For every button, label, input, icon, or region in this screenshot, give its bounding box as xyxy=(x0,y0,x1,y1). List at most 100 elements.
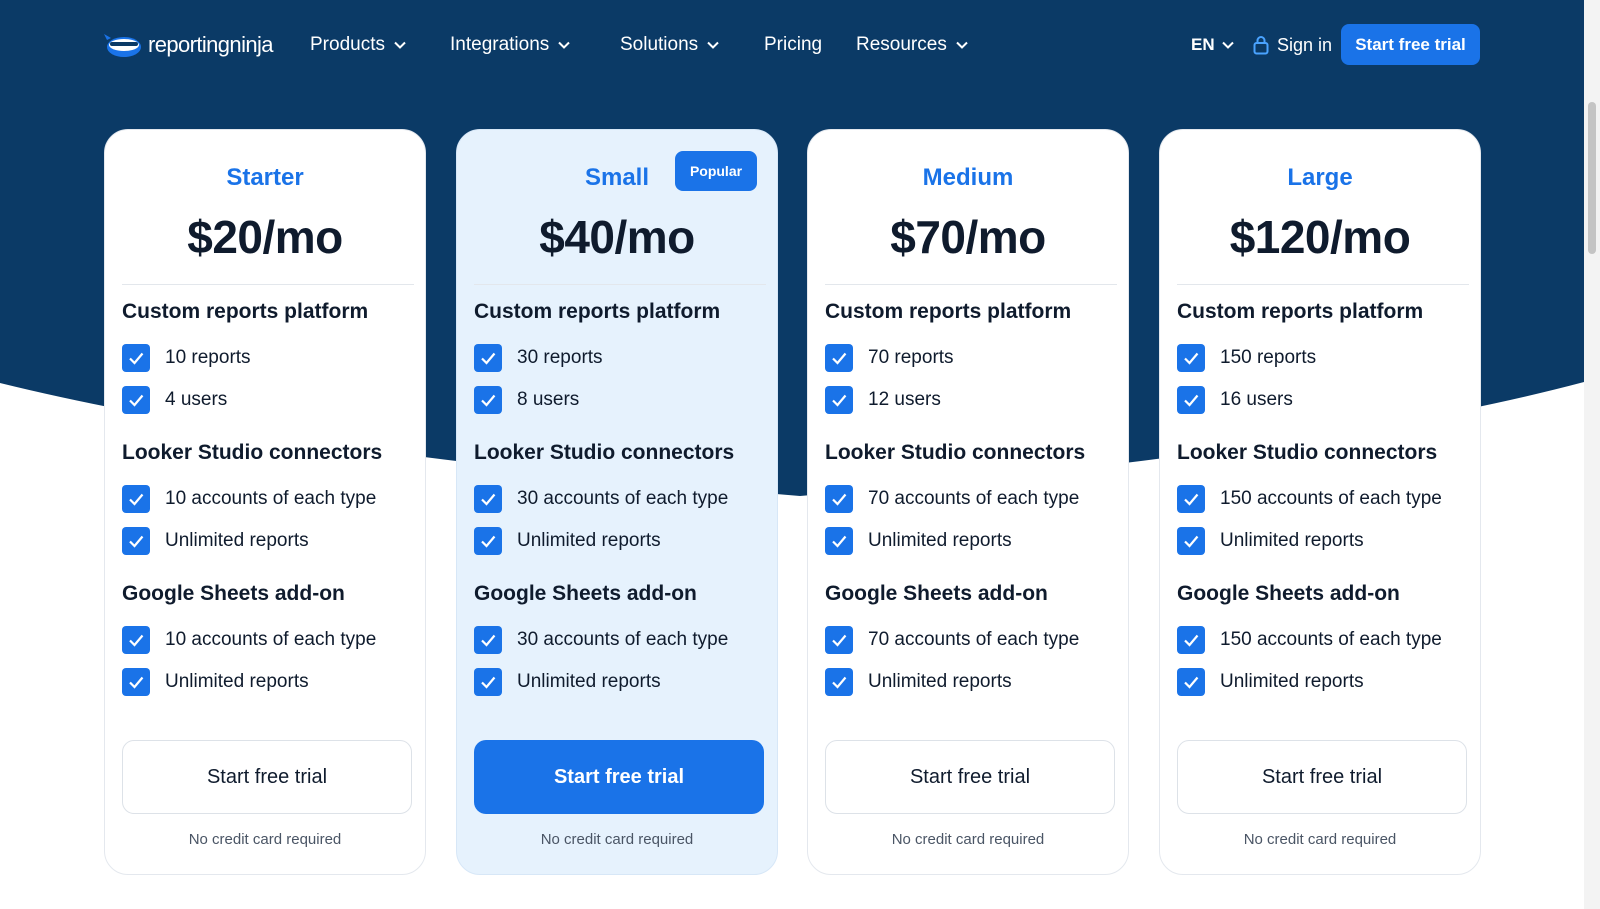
feature-item: 30 accounts of each type xyxy=(474,485,728,513)
nav-resources[interactable]: Resources xyxy=(856,30,969,60)
feature-item: 10 accounts of each type xyxy=(122,485,376,513)
sign-in-label: Sign in xyxy=(1277,34,1333,55)
feature-item: 150 reports xyxy=(1177,344,1316,372)
chevron-down-icon xyxy=(956,41,968,49)
checkbox-icon xyxy=(1177,626,1205,654)
feature-text: 10 reports xyxy=(165,347,251,368)
section-title: Google Sheets add-on xyxy=(825,582,1048,605)
feature-text: Unlimited reports xyxy=(1220,530,1364,551)
feature-text: Unlimited reports xyxy=(1220,671,1364,692)
plan-price: $70/mo xyxy=(890,211,1046,263)
language-label: EN xyxy=(1191,35,1215,54)
feature-item: 12 users xyxy=(825,386,941,414)
feature-item: Unlimited reports xyxy=(825,668,1012,696)
logo[interactable]: reportingninja xyxy=(104,28,274,62)
start-trial-button[interactable]: Start free trial xyxy=(1177,740,1467,814)
no-card-note: No credit card required xyxy=(1243,831,1397,848)
checkbox-icon xyxy=(122,344,150,372)
site-header: reportingninja Products Integrations Sol… xyxy=(0,0,1580,90)
checkbox-icon xyxy=(825,527,853,555)
checkbox-icon xyxy=(825,485,853,513)
feature-item: 150 accounts of each type xyxy=(1177,626,1442,654)
section-title: Custom reports platform xyxy=(825,300,1072,323)
checkbox-icon xyxy=(825,386,853,414)
popular-badge: Popular xyxy=(675,151,757,191)
feature-item: Unlimited reports xyxy=(1177,527,1364,555)
feature-item: 30 reports xyxy=(474,344,603,372)
divider xyxy=(1177,284,1469,285)
scrollbar-thumb[interactable] xyxy=(1588,102,1596,254)
feature-item: Unlimited reports xyxy=(825,527,1012,555)
feature-text: Unlimited reports xyxy=(517,671,661,692)
feature-text: 70 accounts of each type xyxy=(868,488,1080,509)
feature-text: 30 reports xyxy=(517,347,603,368)
plan-card-medium: Medium $70/mo Custom reports platform 70… xyxy=(807,129,1129,875)
section-title: Looker Studio connectors xyxy=(122,441,383,464)
plan-card-starter: Starter $20/mo Custom reports platform 1… xyxy=(104,129,426,875)
feature-item: 16 users xyxy=(1177,386,1293,414)
nav-integrations[interactable]: Integrations xyxy=(450,30,571,60)
checkbox-icon xyxy=(825,344,853,372)
checkbox-icon xyxy=(1177,485,1205,513)
section-title: Looker Studio connectors xyxy=(825,441,1086,464)
nav-products-label: Products xyxy=(310,34,385,55)
plan-name: Medium xyxy=(922,164,1014,191)
checkbox-icon xyxy=(474,668,502,696)
start-trial-button[interactable]: Start free trial xyxy=(122,740,412,814)
feature-item: Unlimited reports xyxy=(474,527,661,555)
nav-products[interactable]: Products xyxy=(310,30,407,60)
divider xyxy=(474,284,766,285)
feature-text: 150 accounts of each type xyxy=(1220,488,1442,509)
lock-icon xyxy=(1253,36,1269,55)
feature-text: 30 accounts of each type xyxy=(517,629,729,650)
feature-text: 8 users xyxy=(517,389,580,410)
chevron-down-icon xyxy=(1221,41,1234,49)
no-card-note: No credit card required xyxy=(188,831,342,848)
checkbox-icon xyxy=(474,626,502,654)
feature-item: 10 accounts of each type xyxy=(122,626,376,654)
start-trial-button[interactable]: Start free trial xyxy=(474,740,764,814)
feature-text: Unlimited reports xyxy=(165,671,309,692)
chevron-down-icon xyxy=(707,41,719,49)
page-scrollbar[interactable] xyxy=(1584,0,1600,909)
section-title: Looker Studio connectors xyxy=(1177,441,1438,464)
nav-pricing[interactable]: Pricing xyxy=(764,30,822,60)
checkbox-icon xyxy=(122,668,150,696)
no-card-note: No credit card required xyxy=(540,831,694,848)
section-title: Custom reports platform xyxy=(474,300,721,323)
checkbox-icon xyxy=(122,626,150,654)
chevron-down-icon xyxy=(394,41,406,49)
checkbox-icon xyxy=(122,485,150,513)
chevron-down-icon xyxy=(558,41,571,49)
feature-item: 70 accounts of each type xyxy=(825,626,1079,654)
feature-item: Unlimited reports xyxy=(122,527,309,555)
checkbox-icon xyxy=(1177,527,1205,555)
feature-text: 70 accounts of each type xyxy=(868,629,1080,650)
plan-name: Large xyxy=(1287,164,1353,191)
header-start-trial-button[interactable]: Start free trial xyxy=(1341,24,1480,65)
feature-text: 12 users xyxy=(868,389,941,410)
section-title: Google Sheets add-on xyxy=(1177,582,1400,605)
checkbox-icon xyxy=(474,344,502,372)
feature-item: Unlimited reports xyxy=(1177,668,1364,696)
checkbox-icon xyxy=(474,485,502,513)
feature-text: 4 users xyxy=(165,389,228,410)
nav-solutions[interactable]: Solutions xyxy=(620,30,720,60)
feature-item: 30 accounts of each type xyxy=(474,626,728,654)
nav-integrations-label: Integrations xyxy=(450,34,550,55)
checkbox-icon xyxy=(474,386,502,414)
checkbox-icon xyxy=(1177,386,1205,414)
feature-text: 10 accounts of each type xyxy=(165,629,377,650)
plan-name: Starter xyxy=(226,164,304,191)
sign-in-link[interactable]: Sign in xyxy=(1253,30,1332,60)
start-trial-button[interactable]: Start free trial xyxy=(825,740,1115,814)
plan-card-large: Large $120/mo Custom reports platform 15… xyxy=(1159,129,1481,875)
feature-text: 30 accounts of each type xyxy=(517,488,729,509)
language-selector[interactable]: EN xyxy=(1191,30,1235,60)
divider xyxy=(122,284,414,285)
section-title: Looker Studio connectors xyxy=(474,441,735,464)
plan-card-small: Small Popular $40/mo Custom reports plat… xyxy=(456,129,778,875)
feature-text: Unlimited reports xyxy=(868,671,1012,692)
plan-name: Small xyxy=(584,164,650,191)
divider xyxy=(825,284,1117,285)
